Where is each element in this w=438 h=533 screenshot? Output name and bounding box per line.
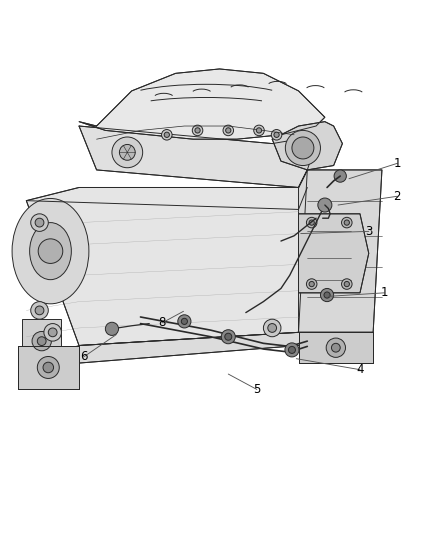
Circle shape [105,322,118,335]
Polygon shape [79,126,315,188]
Text: 3: 3 [364,225,371,238]
Circle shape [43,362,53,373]
Text: 4: 4 [355,363,363,376]
Circle shape [271,130,281,140]
Circle shape [31,214,48,231]
Circle shape [263,319,280,337]
Text: 6: 6 [80,350,88,363]
Circle shape [194,128,200,133]
Polygon shape [18,345,79,390]
Circle shape [343,220,349,225]
Circle shape [224,333,231,340]
Circle shape [181,318,187,325]
Circle shape [323,292,329,298]
Circle shape [161,130,172,140]
Circle shape [306,279,316,289]
Circle shape [119,144,135,160]
Circle shape [308,220,314,225]
Text: 1: 1 [392,157,400,170]
Circle shape [333,170,346,182]
Circle shape [320,288,333,302]
Circle shape [35,306,44,315]
Circle shape [267,324,276,333]
Ellipse shape [12,198,88,304]
Circle shape [306,217,316,228]
Circle shape [37,337,46,345]
Circle shape [35,218,44,227]
Text: 2: 2 [392,190,400,203]
Circle shape [253,125,264,136]
Polygon shape [26,333,372,363]
Circle shape [308,281,314,287]
Circle shape [48,328,57,337]
Circle shape [256,128,261,133]
Circle shape [177,315,191,328]
Circle shape [273,132,279,138]
Circle shape [192,125,202,136]
Circle shape [288,346,295,353]
Circle shape [341,217,351,228]
Circle shape [343,281,349,287]
Circle shape [37,357,59,378]
Circle shape [32,332,51,351]
Circle shape [31,302,48,319]
Circle shape [112,137,142,168]
Circle shape [38,239,63,263]
Circle shape [221,330,235,344]
Circle shape [341,279,351,289]
Circle shape [325,338,345,357]
Circle shape [285,131,320,166]
Text: 1: 1 [379,286,387,300]
Polygon shape [79,69,324,139]
Ellipse shape [29,223,71,280]
Circle shape [223,125,233,136]
Text: 5: 5 [253,383,260,396]
Circle shape [164,132,169,138]
Polygon shape [26,170,307,345]
Circle shape [44,324,61,341]
Circle shape [331,343,339,352]
Polygon shape [298,170,381,333]
Polygon shape [298,333,372,363]
Text: 8: 8 [159,316,166,329]
Polygon shape [272,122,342,170]
Polygon shape [22,319,61,363]
Circle shape [284,343,298,357]
Polygon shape [298,214,368,293]
Circle shape [291,137,313,159]
Circle shape [317,198,331,212]
Circle shape [225,128,230,133]
